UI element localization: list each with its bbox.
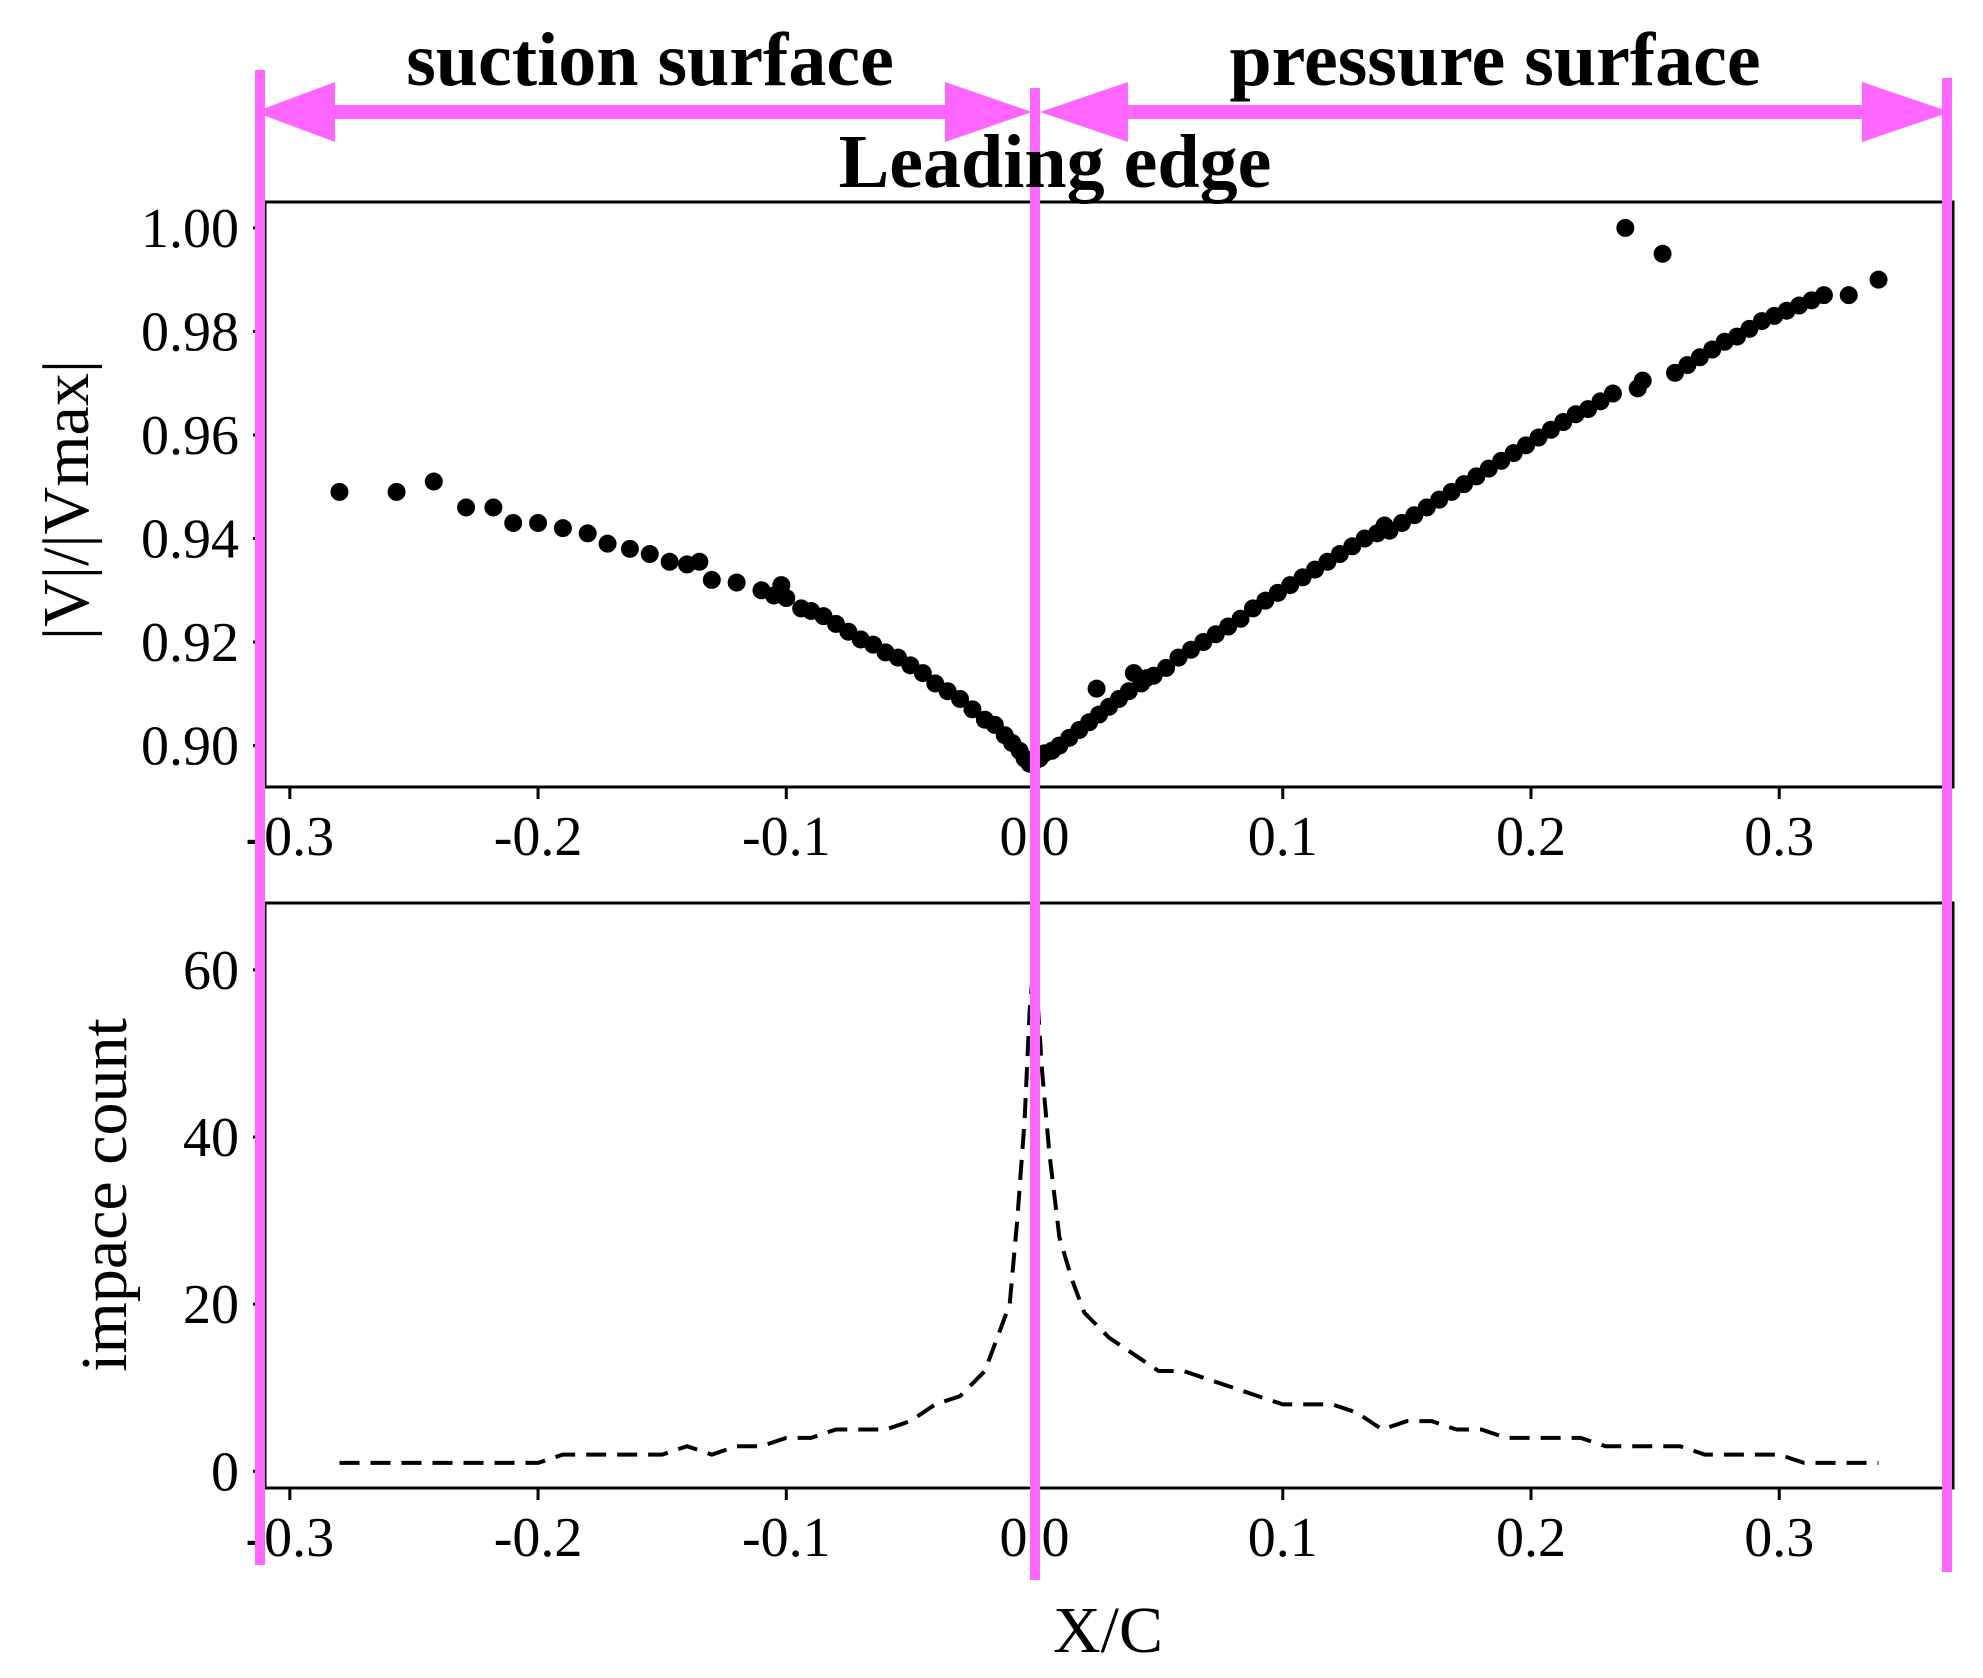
scatter-point bbox=[424, 472, 443, 491]
scatter-point bbox=[1653, 244, 1672, 263]
scatter-point bbox=[640, 545, 659, 564]
scatter-point bbox=[660, 552, 679, 571]
velocity-y-axis-label: |V|/|Vmax| bbox=[30, 360, 103, 640]
scatter-point bbox=[772, 576, 791, 595]
scatter-point bbox=[1869, 270, 1888, 289]
x-tick-label: -0.2 bbox=[494, 1507, 583, 1569]
scatter-point bbox=[1157, 658, 1176, 677]
x-tick-label: 0.3 bbox=[1744, 1507, 1814, 1569]
velocity-panel: 0.900.920.940.960.981.00 -0.3-0.2-0.10.0… bbox=[30, 198, 1955, 868]
scatter-point bbox=[951, 689, 970, 708]
velocity-x-ticks: -0.3-0.2-0.10.00.10.20.3 bbox=[245, 787, 1814, 868]
x-tick-label: 0.2 bbox=[1496, 1507, 1566, 1569]
pressure-arrow-left-head bbox=[1040, 82, 1128, 142]
scatter-point bbox=[484, 498, 503, 517]
scatter-point bbox=[578, 524, 597, 543]
scatter-point bbox=[1087, 679, 1106, 698]
leading-edge-label: Leading edge bbox=[839, 120, 1272, 204]
x-tick-label: 0.3 bbox=[1744, 806, 1814, 868]
x-axis-label: X/C bbox=[1053, 1594, 1163, 1667]
pressure-arrow-right-head bbox=[1862, 82, 1950, 142]
y-tick-label: 0.96 bbox=[141, 405, 239, 467]
x-tick-label: 0.1 bbox=[1248, 1507, 1318, 1569]
y-tick-label: 40 bbox=[183, 1107, 239, 1169]
x-tick-label: -0.2 bbox=[494, 806, 583, 868]
y-tick-label: 60 bbox=[183, 940, 239, 1002]
scatter-point bbox=[1231, 609, 1250, 628]
y-tick-label: 0.92 bbox=[141, 612, 239, 674]
scatter-point bbox=[620, 539, 639, 558]
scatter-point bbox=[913, 664, 932, 683]
impact-count-line bbox=[339, 952, 1879, 1465]
scatter-point bbox=[1616, 218, 1635, 237]
scatter-point bbox=[553, 519, 572, 538]
scatter-point bbox=[1137, 669, 1156, 688]
scatter-point bbox=[457, 498, 476, 517]
x-tick-label: 0.2 bbox=[1496, 806, 1566, 868]
scatter-point bbox=[598, 534, 617, 553]
y-tick-label: 1.00 bbox=[141, 198, 239, 260]
y-tick-label: 0.94 bbox=[141, 509, 239, 571]
impact-y-axis-label: impace count bbox=[68, 1018, 141, 1372]
scatter-point bbox=[1839, 286, 1858, 305]
suction-arrow-right-head bbox=[945, 82, 1032, 142]
suction-surface-label: suction surface bbox=[406, 18, 894, 102]
x-tick-label: 0.1 bbox=[1248, 806, 1318, 868]
x-tick-label: -0.1 bbox=[742, 1507, 831, 1569]
y-tick-label: 0.90 bbox=[141, 716, 239, 778]
y-tick-label: 20 bbox=[183, 1274, 239, 1336]
scatter-point bbox=[963, 700, 982, 719]
scatter-point bbox=[702, 570, 721, 589]
scatter-point bbox=[1814, 286, 1833, 305]
scatter-point bbox=[504, 513, 523, 532]
impact-plot-frame bbox=[263, 901, 1955, 1490]
suction-arrow-left-head bbox=[255, 82, 335, 142]
x-tick-label: -0.1 bbox=[742, 806, 831, 868]
impact-y-ticks: 0 20 40 60 bbox=[183, 940, 265, 1503]
impact-x-ticks: -0.3-0.2-0.10.00.10.20.3 bbox=[245, 1488, 1814, 1569]
scatter-point bbox=[690, 552, 709, 571]
scatter-point bbox=[1633, 371, 1652, 390]
scatter-point bbox=[727, 573, 746, 592]
pressure-surface-label: pressure surface bbox=[1229, 18, 1760, 102]
velocity-y-ticks: 0.90 0.92 0.94 0.96 0.98 1.00 bbox=[141, 198, 265, 778]
y-tick-label: 0.98 bbox=[141, 301, 239, 363]
scatter-point bbox=[330, 482, 349, 501]
scatter-point bbox=[387, 482, 406, 501]
scatter-point bbox=[1603, 384, 1622, 403]
scatter-point bbox=[529, 513, 548, 532]
velocity-scatter-points bbox=[330, 218, 1888, 773]
y-tick-label: 0 bbox=[211, 1441, 239, 1503]
surface-annotations: suction surface pressure surface Leading… bbox=[255, 18, 1952, 1580]
